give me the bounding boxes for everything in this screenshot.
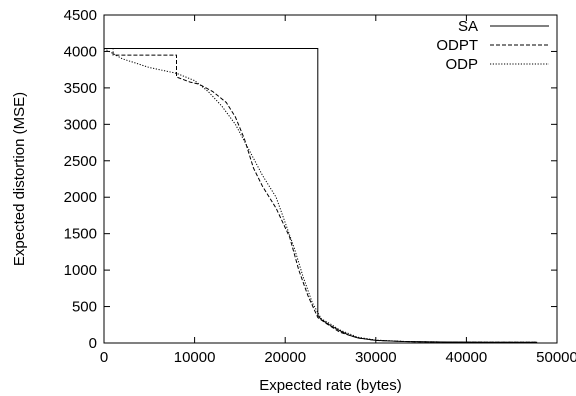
y-axis-title: Expected distortion (MSE) xyxy=(11,92,28,266)
series-line-sa xyxy=(104,48,538,343)
legend-label-odp: ODP xyxy=(445,56,478,73)
y-tick-label: 1000 xyxy=(64,262,97,279)
y-tick-label: 4500 xyxy=(64,7,97,24)
y-tick-label: 2000 xyxy=(64,189,97,206)
x-tick-label: 20000 xyxy=(264,349,306,366)
y-tick-label: 3000 xyxy=(64,116,97,133)
y-tick-label: 0 xyxy=(89,335,97,352)
y-tick-label: 1500 xyxy=(64,226,97,243)
series-line-odpt xyxy=(104,48,538,343)
y-tick-label: 500 xyxy=(72,299,97,316)
plot-area xyxy=(103,14,558,344)
series-line-odp xyxy=(103,48,538,343)
x-tick-label: 10000 xyxy=(174,349,216,366)
y-tick-label: 2500 xyxy=(64,153,97,170)
y-tick-label: 3500 xyxy=(64,80,97,97)
legend-label-sa: SA xyxy=(458,18,478,35)
x-tick-label: 0 xyxy=(100,349,108,366)
series-lines xyxy=(103,48,538,343)
x-tick-label: 30000 xyxy=(355,349,397,366)
x-axis-title: Expected rate (bytes) xyxy=(259,377,402,394)
y-tick-label: 4000 xyxy=(64,43,97,60)
axis-ticks: 0 10000 20000 30000 40000 50000 0 500 1000 1500 20… xyxy=(64,7,576,366)
plot-frame xyxy=(103,14,558,344)
legend: SA ODPT ODP xyxy=(436,18,549,73)
x-tick-label: 50000 xyxy=(536,349,576,366)
x-tick-label: 40000 xyxy=(446,349,488,366)
legend-label-odpt: ODPT xyxy=(436,37,478,54)
